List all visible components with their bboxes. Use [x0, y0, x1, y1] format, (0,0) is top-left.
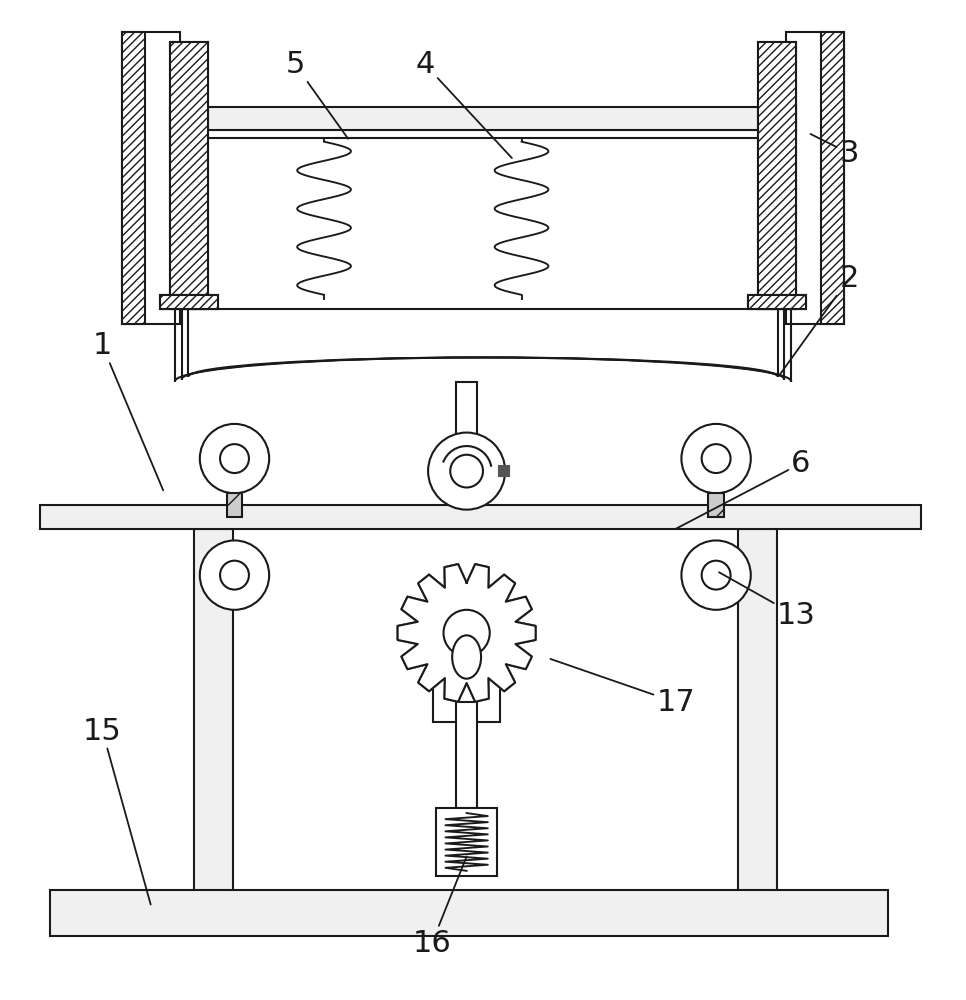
Bar: [456, 702, 477, 808]
Bar: [160, 295, 218, 309]
Bar: [170, 42, 209, 309]
Text: 17: 17: [551, 659, 695, 717]
Bar: [122, 32, 180, 324]
Circle shape: [220, 561, 249, 590]
Bar: [160, 295, 218, 309]
Circle shape: [443, 610, 490, 656]
Bar: [456, 382, 477, 454]
Bar: [175, 130, 791, 309]
Circle shape: [450, 455, 483, 487]
Circle shape: [701, 444, 730, 473]
Circle shape: [428, 433, 505, 510]
Text: 13: 13: [719, 572, 815, 630]
Text: 5: 5: [286, 50, 348, 139]
Circle shape: [220, 444, 249, 473]
Bar: [748, 295, 806, 309]
Bar: [748, 295, 806, 309]
Bar: [170, 42, 209, 309]
Polygon shape: [398, 564, 535, 702]
Polygon shape: [398, 564, 535, 702]
Text: 6: 6: [675, 449, 810, 529]
Text: 1: 1: [93, 331, 163, 490]
Bar: [757, 42, 796, 309]
Text: 4: 4: [415, 50, 512, 158]
Bar: [708, 493, 724, 517]
Bar: [122, 32, 145, 324]
Circle shape: [681, 424, 751, 493]
Bar: [170, 107, 796, 130]
Bar: [757, 42, 796, 309]
Circle shape: [200, 424, 270, 493]
Text: 2: 2: [780, 264, 859, 375]
Bar: [49, 890, 888, 936]
Ellipse shape: [452, 635, 481, 679]
Text: 3: 3: [810, 134, 859, 168]
Bar: [194, 529, 233, 895]
Bar: [786, 32, 844, 324]
Bar: [436, 808, 497, 876]
Text: 16: 16: [412, 856, 467, 958]
Bar: [227, 493, 242, 517]
Text: 15: 15: [83, 717, 151, 905]
Bar: [499, 466, 509, 476]
Bar: [738, 529, 777, 895]
Bar: [433, 616, 500, 722]
Circle shape: [443, 610, 490, 656]
Circle shape: [701, 561, 730, 590]
Bar: [40, 505, 922, 529]
Circle shape: [200, 540, 270, 610]
Circle shape: [681, 540, 751, 610]
Bar: [821, 32, 844, 324]
